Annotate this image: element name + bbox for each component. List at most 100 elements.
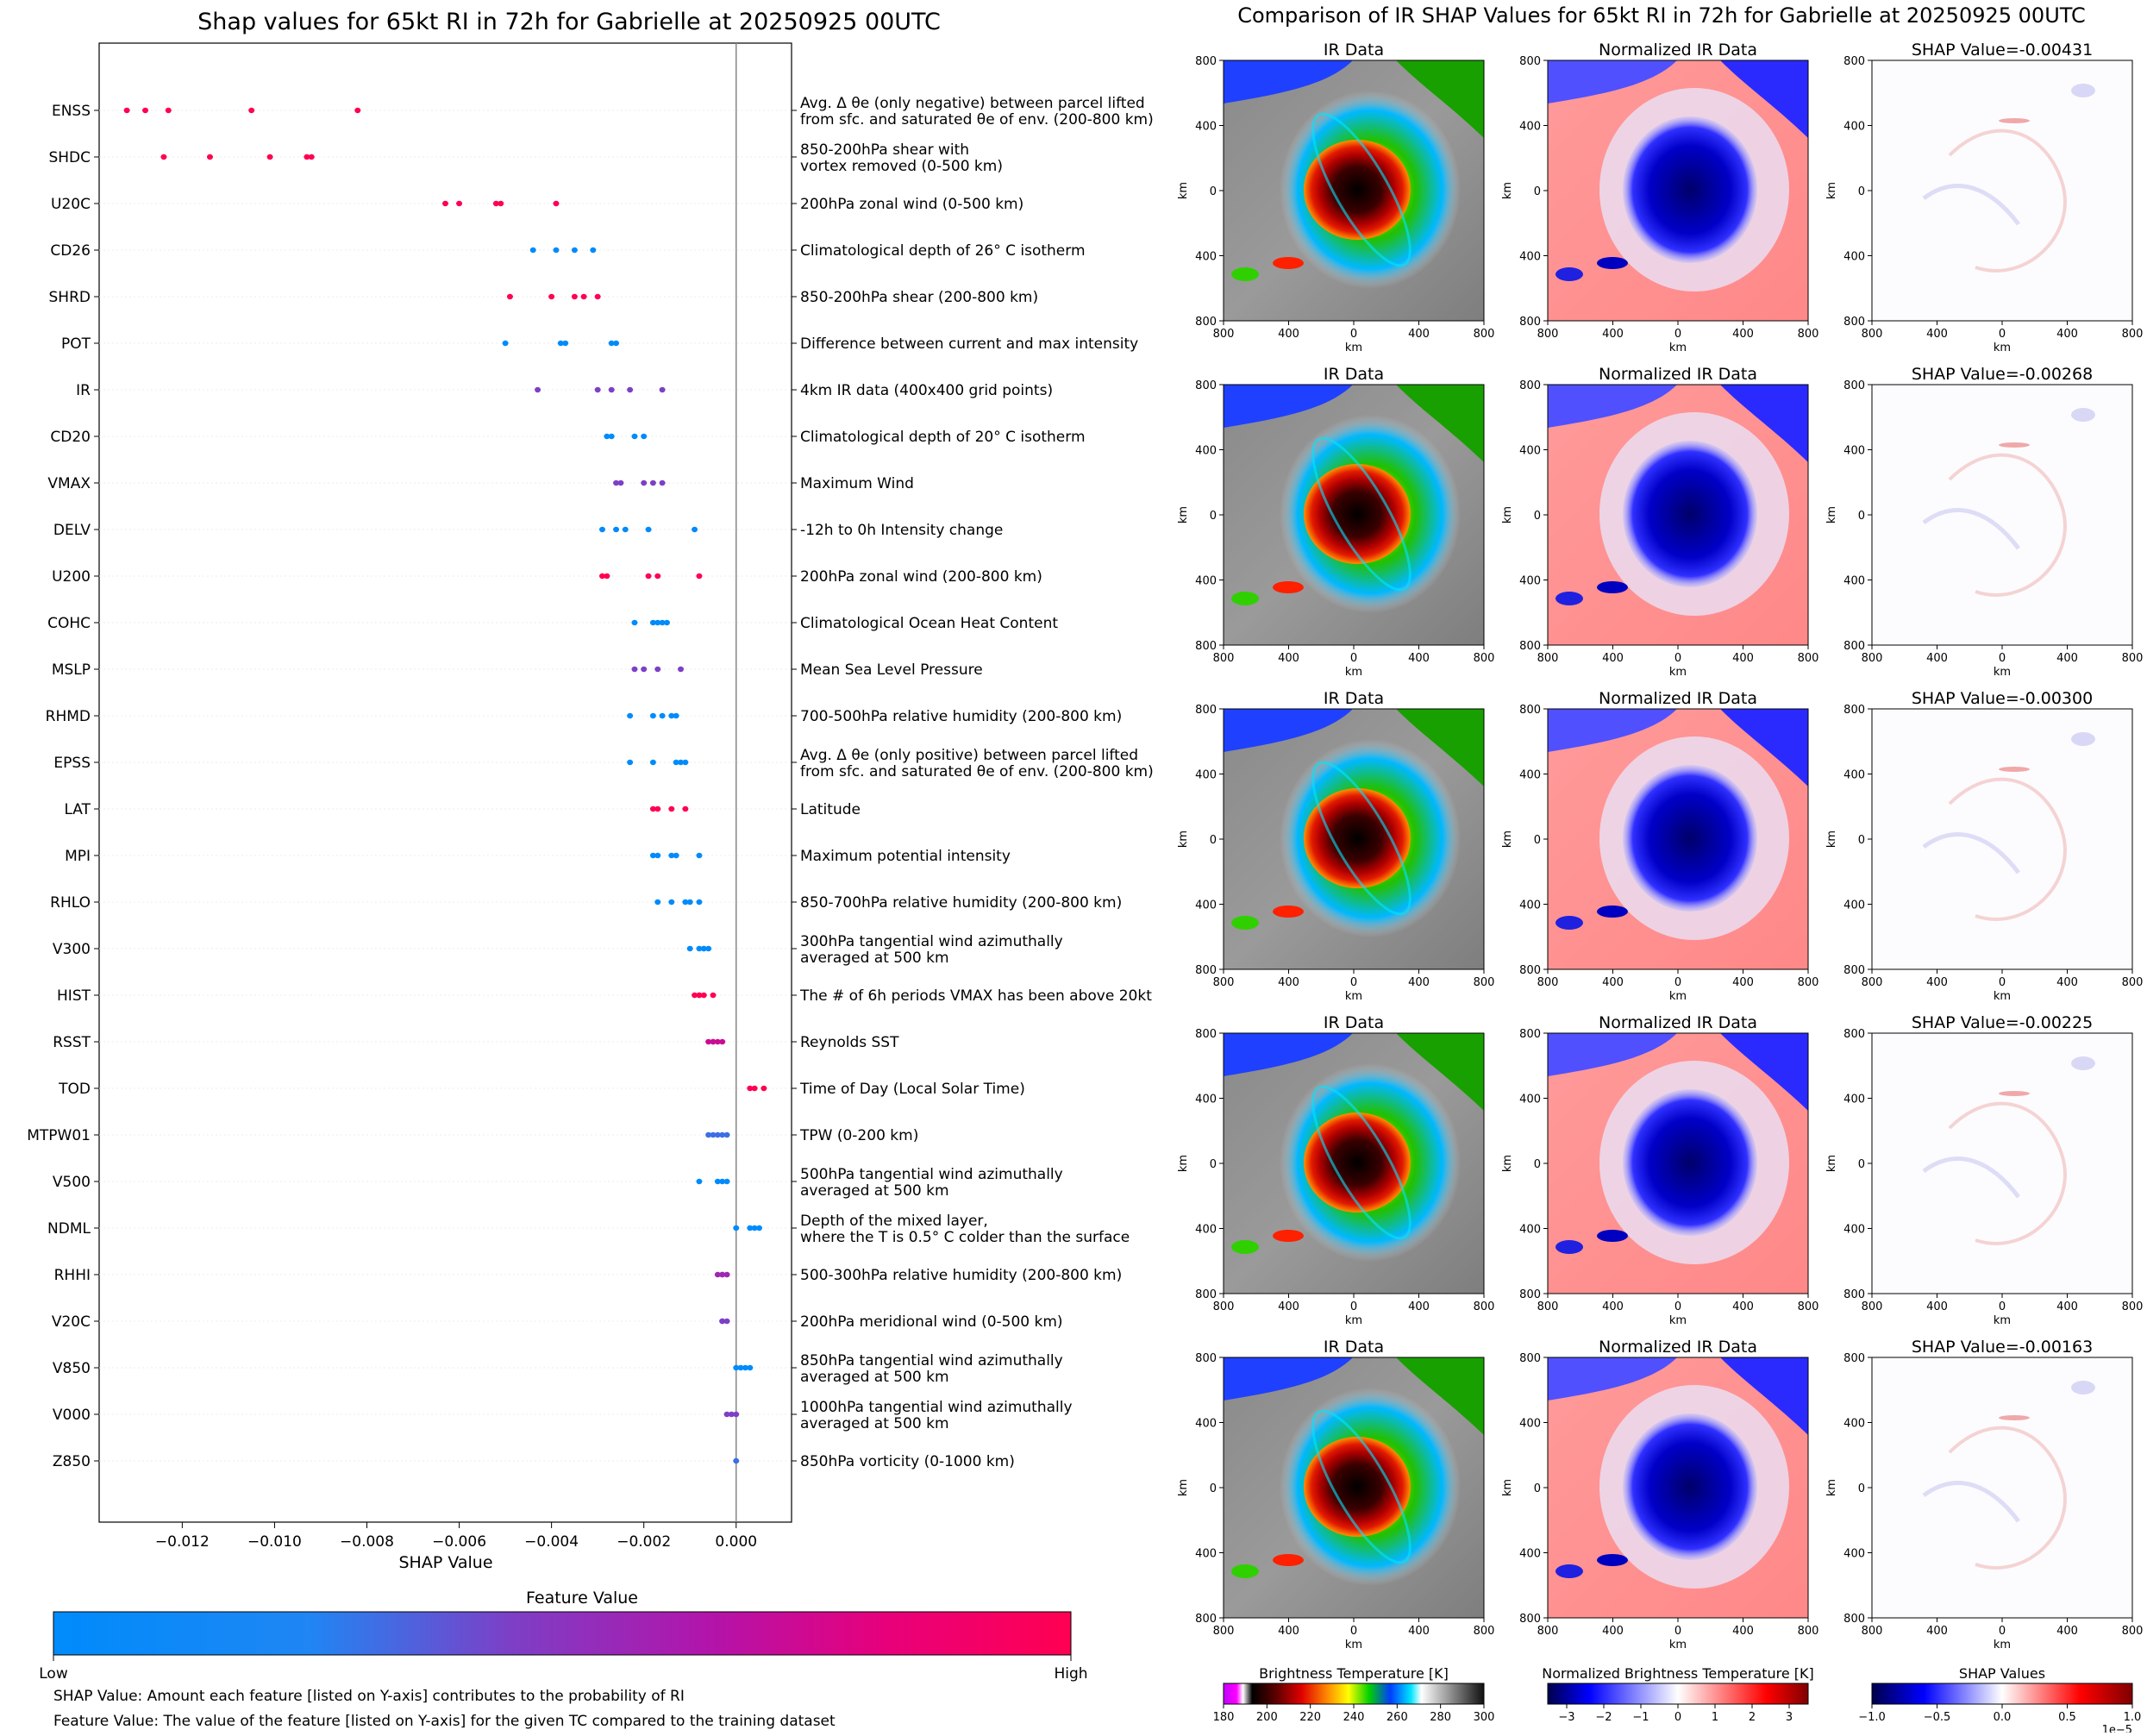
panel-ytick-label: 400 bbox=[1195, 899, 1217, 912]
xtick-label: −0.004 bbox=[524, 1533, 579, 1551]
panel-xtick-label: 800 bbox=[2122, 1625, 2144, 1638]
panel-xtick-label: 400 bbox=[1926, 1300, 1948, 1313]
shap-hotspot bbox=[1999, 118, 2030, 123]
shap-point bbox=[696, 945, 703, 952]
feature-label: V500 bbox=[53, 1174, 91, 1191]
feature-description: where the T is 0.5° C colder than the su… bbox=[800, 1229, 1130, 1246]
shap-point bbox=[747, 1225, 754, 1231]
ir-convective-cell bbox=[1231, 916, 1259, 930]
panel-xtick-label: 800 bbox=[1213, 652, 1235, 665]
panel-xtick-label: 800 bbox=[1474, 1300, 1495, 1313]
panel-ytick-label: 400 bbox=[1195, 1418, 1217, 1431]
panel-xtick-label: 400 bbox=[1732, 1300, 1754, 1313]
xtick-label: −0.002 bbox=[617, 1533, 671, 1551]
feature-description: 500-300hPa relative humidity (200-800 km… bbox=[800, 1267, 1122, 1284]
panel-ytick-label: 800 bbox=[1195, 704, 1217, 717]
shap-hotspot bbox=[1999, 1415, 2030, 1420]
norm-storm-core bbox=[1623, 1413, 1757, 1560]
norm-storm-core bbox=[1623, 1089, 1757, 1236]
colorbar-tick-label: 260 bbox=[1386, 1711, 1408, 1724]
feature-description: Climatological Ocean Heat Content bbox=[800, 615, 1058, 632]
panel-xtick-label: 800 bbox=[1798, 328, 1819, 341]
shap-point bbox=[645, 526, 652, 533]
feature-description: Mean Sea Level Pressure bbox=[800, 661, 983, 679]
panel-ytick-label: 800 bbox=[1195, 379, 1217, 392]
colorbar-tick-label: −3 bbox=[1558, 1711, 1574, 1724]
shap-point bbox=[613, 479, 620, 486]
shap-point bbox=[502, 340, 509, 347]
ir-cloud-band bbox=[1224, 1033, 1353, 1076]
panel-ytick-label: 0 bbox=[1534, 185, 1541, 198]
shap-point bbox=[659, 712, 666, 719]
shap-image-background bbox=[1872, 709, 2132, 969]
feature-label: RHLO bbox=[50, 894, 91, 912]
shap-point bbox=[649, 852, 656, 859]
shap-point bbox=[308, 154, 315, 160]
feature-label: SHRD bbox=[49, 289, 91, 306]
norm-cloud-band-upper bbox=[1720, 1033, 1808, 1111]
shap-point bbox=[696, 992, 703, 999]
norm-convective-cell bbox=[1597, 1554, 1628, 1566]
panel-ytick-label: 800 bbox=[1843, 640, 1865, 653]
shap-point bbox=[571, 247, 578, 254]
colorbar-tick-label: 200 bbox=[1256, 1711, 1278, 1724]
panel-xtick-label: 0 bbox=[1674, 976, 1681, 989]
panel-ytick-label: 400 bbox=[1519, 251, 1541, 264]
panel-ytick-label: 800 bbox=[1195, 640, 1217, 653]
norm-panel-title: Normalized IR Data bbox=[1599, 41, 1757, 60]
ir-panel-title: IR Data bbox=[1324, 1013, 1384, 1032]
shap-point bbox=[654, 573, 661, 580]
shap-point bbox=[673, 759, 679, 766]
shap-point bbox=[649, 479, 656, 486]
shap-point bbox=[673, 852, 679, 859]
shap-point bbox=[696, 852, 703, 859]
norm-convective-cell bbox=[1555, 592, 1583, 605]
panel-ytick-label: 0 bbox=[1210, 834, 1217, 847]
norm-convective-cell bbox=[1597, 906, 1628, 918]
shap-point bbox=[641, 433, 648, 440]
shap-point bbox=[742, 1364, 748, 1371]
panel-xtick-label: 800 bbox=[1537, 328, 1559, 341]
panel-xtick-label: 0 bbox=[1999, 1625, 2006, 1638]
shap-point bbox=[608, 386, 615, 393]
colorbar-tick-label: −0.5 bbox=[1924, 1711, 1951, 1724]
shap-point bbox=[580, 293, 587, 300]
shap-point bbox=[562, 340, 569, 347]
shap-point bbox=[557, 340, 564, 347]
shap-point bbox=[631, 619, 638, 626]
feature-label: POT bbox=[61, 335, 91, 353]
shap-pattern-red bbox=[1948, 777, 2067, 921]
panel-ytick-label: 400 bbox=[1843, 1548, 1865, 1561]
shap-point bbox=[659, 619, 666, 626]
feature-label: ENSS bbox=[52, 103, 91, 120]
shap-coldspot bbox=[2071, 1056, 2095, 1070]
panel-ylabel: km bbox=[1825, 1479, 1838, 1496]
panel-xtick-label: 800 bbox=[2122, 976, 2144, 989]
colorbar-title: SHAP Values bbox=[1959, 1665, 2045, 1682]
panel-xlabel: km bbox=[1345, 990, 1362, 1003]
feature-label: V850 bbox=[53, 1360, 91, 1377]
panel-ytick-label: 800 bbox=[1519, 379, 1541, 392]
panel-xtick-label: 400 bbox=[1408, 328, 1430, 341]
shap-image-background bbox=[1872, 385, 2132, 645]
feature-description: 850hPa tangential wind azimuthally bbox=[800, 1352, 1063, 1369]
norm-storm-core bbox=[1623, 441, 1757, 587]
norm-storm-core bbox=[1623, 765, 1757, 912]
shap-point bbox=[506, 293, 513, 300]
feature-label: CD20 bbox=[50, 429, 91, 446]
norm-convective-cell bbox=[1555, 267, 1583, 281]
feature-label: HIST bbox=[57, 987, 91, 1005]
shap-panel-title: SHAP Value=-0.00431 bbox=[1912, 41, 2093, 60]
panel-ytick-label: 400 bbox=[1843, 575, 1865, 588]
norm-panel-title: Normalized IR Data bbox=[1599, 365, 1757, 384]
ir-cloud-band bbox=[1224, 709, 1353, 752]
panel-ytick-label: 800 bbox=[1195, 1352, 1217, 1365]
colorbar-0 bbox=[1223, 1683, 1485, 1705]
shap-pattern-blue bbox=[1922, 184, 2020, 226]
shap-point bbox=[714, 1038, 721, 1045]
shap-point bbox=[649, 805, 656, 812]
panel-xlabel: km bbox=[1345, 666, 1362, 679]
norm-cloud-band-upper bbox=[1720, 1357, 1808, 1435]
shap-point bbox=[673, 712, 679, 719]
panel-ytick-label: 400 bbox=[1195, 251, 1217, 264]
